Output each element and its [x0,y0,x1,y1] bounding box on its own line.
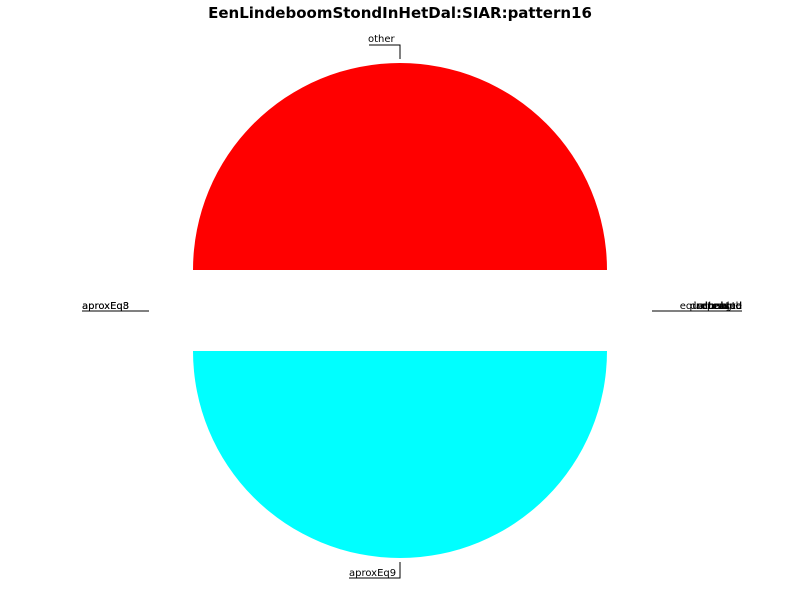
leader-line-other [369,44,401,59]
label-increased: increased [694,301,743,312]
label-equallength: equalLength [680,301,742,312]
chart-title: EenLindeboomStondInHetDal:SIAR:pattern16 [208,4,592,22]
right-label-group: equalLengthrepeateduniquedecreasedincrea… [680,301,742,312]
label-aproxeq8: aproxEq8 [82,301,129,312]
slice-aproxeq9 [193,351,607,558]
slice-other [193,63,607,270]
leader-line-aproxeq9 [349,562,401,579]
label-aproxeq9: aproxEq9 [349,568,396,579]
label-doubled: doubled [702,301,742,312]
label-other: other [368,34,396,45]
label-aproxeq3: aproxEq3 [82,301,129,312]
label-decreased: decreased [690,301,742,312]
label-halved: halved [708,301,742,312]
label-repeated: repeated [697,301,742,312]
label-unique: unique [708,301,742,312]
